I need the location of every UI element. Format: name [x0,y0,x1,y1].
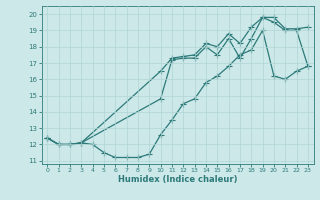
X-axis label: Humidex (Indice chaleur): Humidex (Indice chaleur) [118,175,237,184]
